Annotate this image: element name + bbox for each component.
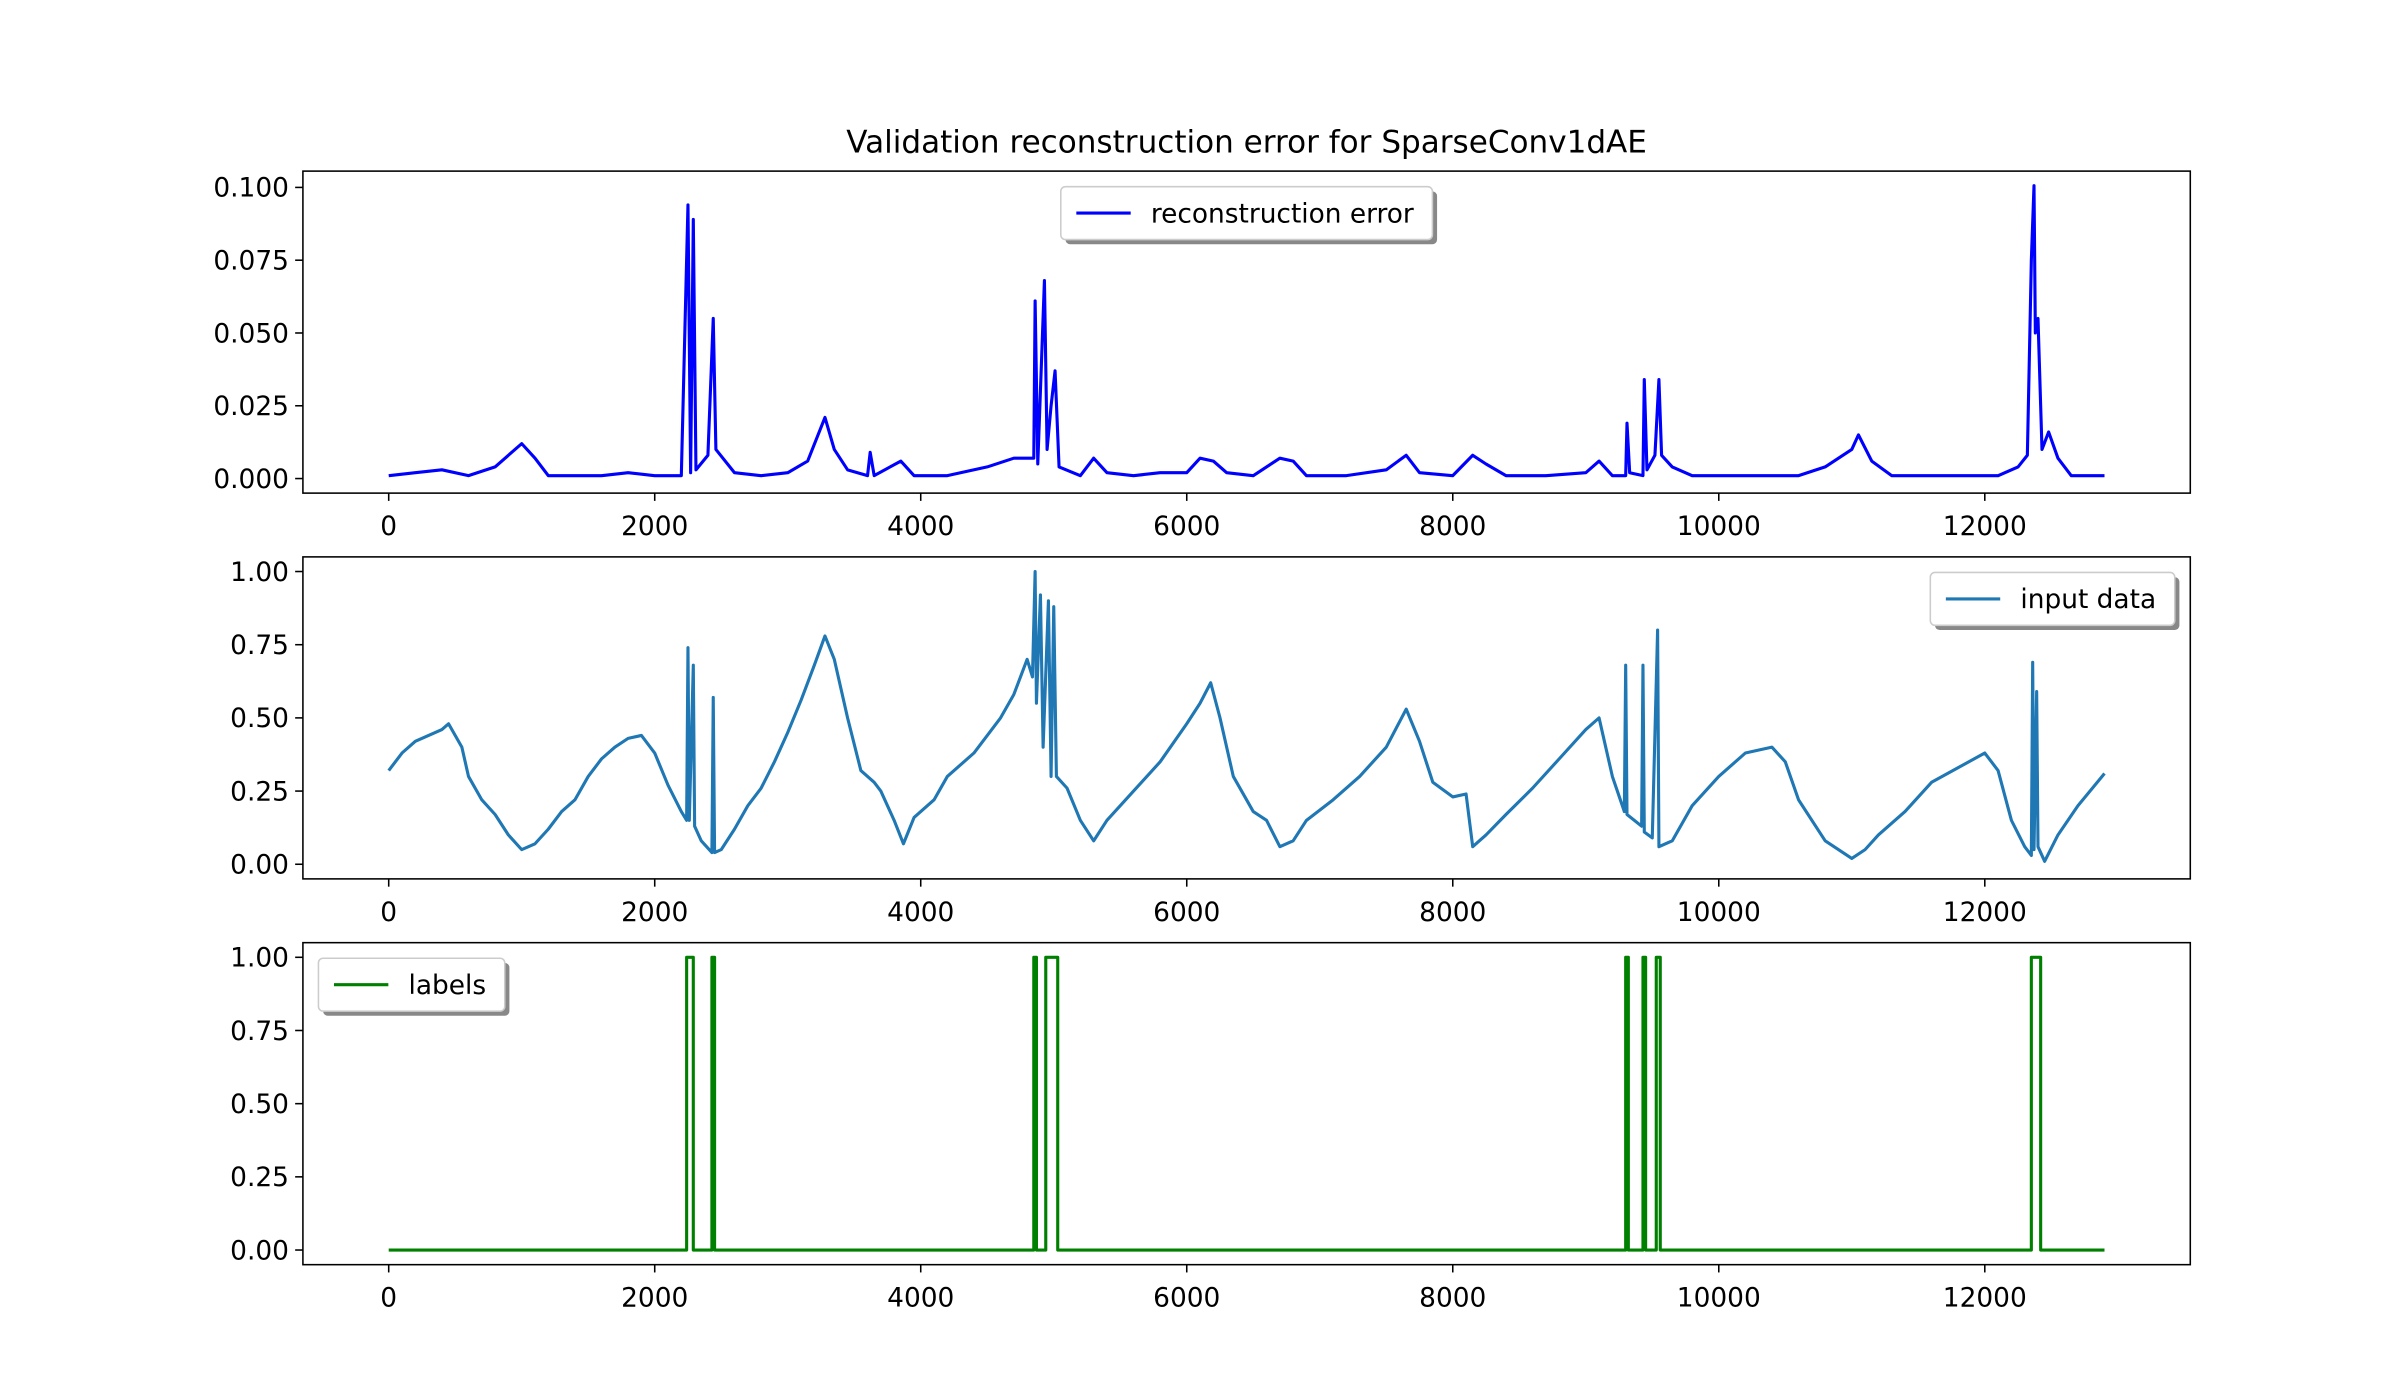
- data-line: [387, 569, 2106, 863]
- x-tick-label: 4000: [887, 511, 954, 542]
- x-tick-label: 10000: [1677, 511, 1761, 542]
- data-line: [388, 184, 2105, 478]
- x-tick-label: 6000: [1153, 511, 1220, 542]
- subplot: 0 2000 4000 6000 8000 10000 12000 0.00 0.25 0.50 0…: [230, 941, 2192, 1314]
- legend-box: [1060, 185, 1434, 241]
- x-tick-label: 2000: [621, 897, 688, 928]
- y-tick-label: 0.50: [230, 1089, 289, 1120]
- legend-box: [1929, 571, 2176, 627]
- y-tick-label: 0.00: [230, 1235, 289, 1266]
- x-tick-label: 10000: [1677, 897, 1761, 928]
- x-tick-label: 6000: [1153, 1283, 1220, 1314]
- y-tick-label: 0.025: [213, 391, 289, 422]
- y-tick-label: 0.50: [230, 703, 289, 734]
- y-tick-label: 0.25: [230, 776, 289, 807]
- subplot: Validation reconstruction error for Spar…: [213, 124, 2192, 542]
- x-tick-label: 0: [380, 897, 397, 928]
- y-tick-label: 0.75: [230, 630, 289, 661]
- legend-label: input data: [2020, 584, 2156, 615]
- y-tick-label: 0.000: [213, 464, 289, 495]
- y-tick-label: 0.050: [213, 318, 289, 349]
- legend-label: labels: [409, 970, 487, 1001]
- x-tick-label: 12000: [1943, 511, 2027, 542]
- y-tick-label: 0.075: [213, 246, 289, 277]
- x-tick-label: 2000: [621, 1283, 688, 1314]
- plot-frame: [302, 170, 2192, 494]
- legend-box: [317, 957, 506, 1012]
- legend: reconstruction error: [1060, 185, 1438, 245]
- legend-label: reconstruction error: [1151, 198, 1414, 229]
- plot-frame: [302, 556, 2192, 880]
- y-tick-label: 0.100: [213, 173, 289, 204]
- x-tick-label: 12000: [1943, 897, 2027, 928]
- legend: labels: [317, 957, 510, 1016]
- x-tick-label: 8000: [1419, 897, 1486, 928]
- legend: input data: [1929, 571, 2180, 630]
- y-tick-label: 1.00: [230, 557, 289, 588]
- x-tick-label: 4000: [887, 897, 954, 928]
- x-tick-label: 8000: [1419, 511, 1486, 542]
- y-tick-label: 0.75: [230, 1016, 289, 1047]
- x-tick-label: 10000: [1677, 1283, 1761, 1314]
- x-tick-label: 8000: [1419, 1283, 1486, 1314]
- x-tick-label: 2000: [621, 511, 688, 542]
- y-tick-label: 0.25: [230, 1162, 289, 1193]
- x-tick-label: 0: [380, 511, 397, 542]
- y-tick-label: 1.00: [230, 943, 289, 974]
- data-line: [388, 955, 2105, 1252]
- x-tick-label: 4000: [887, 1283, 954, 1314]
- subplot: 0 2000 4000 6000 8000 10000 12000 0.00 0.25 0.50 0…: [230, 556, 2192, 928]
- chart-title: Validation reconstruction error for Spar…: [846, 124, 1647, 160]
- x-tick-label: 0: [380, 1283, 397, 1314]
- x-tick-label: 12000: [1943, 1283, 2027, 1314]
- x-tick-label: 6000: [1153, 897, 1220, 928]
- y-tick-label: 0.00: [230, 850, 289, 881]
- plot-frame: [302, 941, 2192, 1266]
